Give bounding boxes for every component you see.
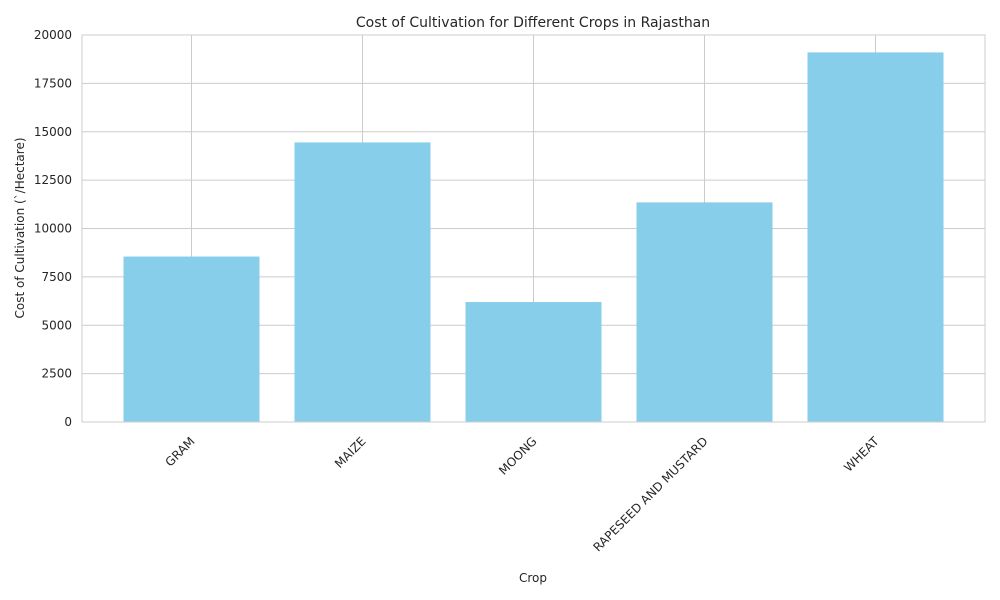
x-tick-label: MOONG — [496, 434, 540, 478]
x-axis-label: Crop — [519, 571, 547, 585]
y-tick-label: 20000 — [34, 28, 72, 42]
y-tick-label: 10000 — [34, 222, 72, 236]
bar-maize — [294, 142, 431, 422]
x-tick-label: MAIZE — [332, 434, 369, 471]
plot-frame — [81, 34, 986, 423]
y-tick-labels: 0 2500 5000 7500 10000 12500 15000 17500 20000 — [34, 28, 72, 429]
bar-layer — [123, 52, 944, 422]
x-tick-label: RAPESEED AND MUSTARD — [590, 434, 710, 554]
y-tick-label: 17500 — [34, 76, 72, 90]
y-tick-label: 5000 — [41, 318, 72, 332]
y-tick-label: 15000 — [34, 125, 72, 139]
x-tick-label: WHEAT — [841, 434, 882, 475]
bar-gram — [123, 256, 260, 422]
chart-title: Cost of Cultivation for Different Crops … — [356, 15, 710, 31]
x-tick-label: GRAM — [162, 434, 197, 469]
bar-rapeseed-and-mustard — [636, 202, 773, 422]
y-tick-label: 0 — [64, 415, 72, 429]
y-tick-label: 12500 — [34, 173, 72, 187]
y-tick-label: 7500 — [41, 270, 72, 284]
x-tick-labels: GRAM MAIZE MOONG RAPESEED AND MUSTARD WHEAT — [162, 434, 882, 555]
bar-moong — [465, 302, 602, 422]
y-tick-label: 2500 — [41, 367, 72, 381]
bar-wheat — [807, 52, 944, 422]
y-axis-label: Cost of Cultivation (`/Hectare) — [13, 137, 27, 318]
